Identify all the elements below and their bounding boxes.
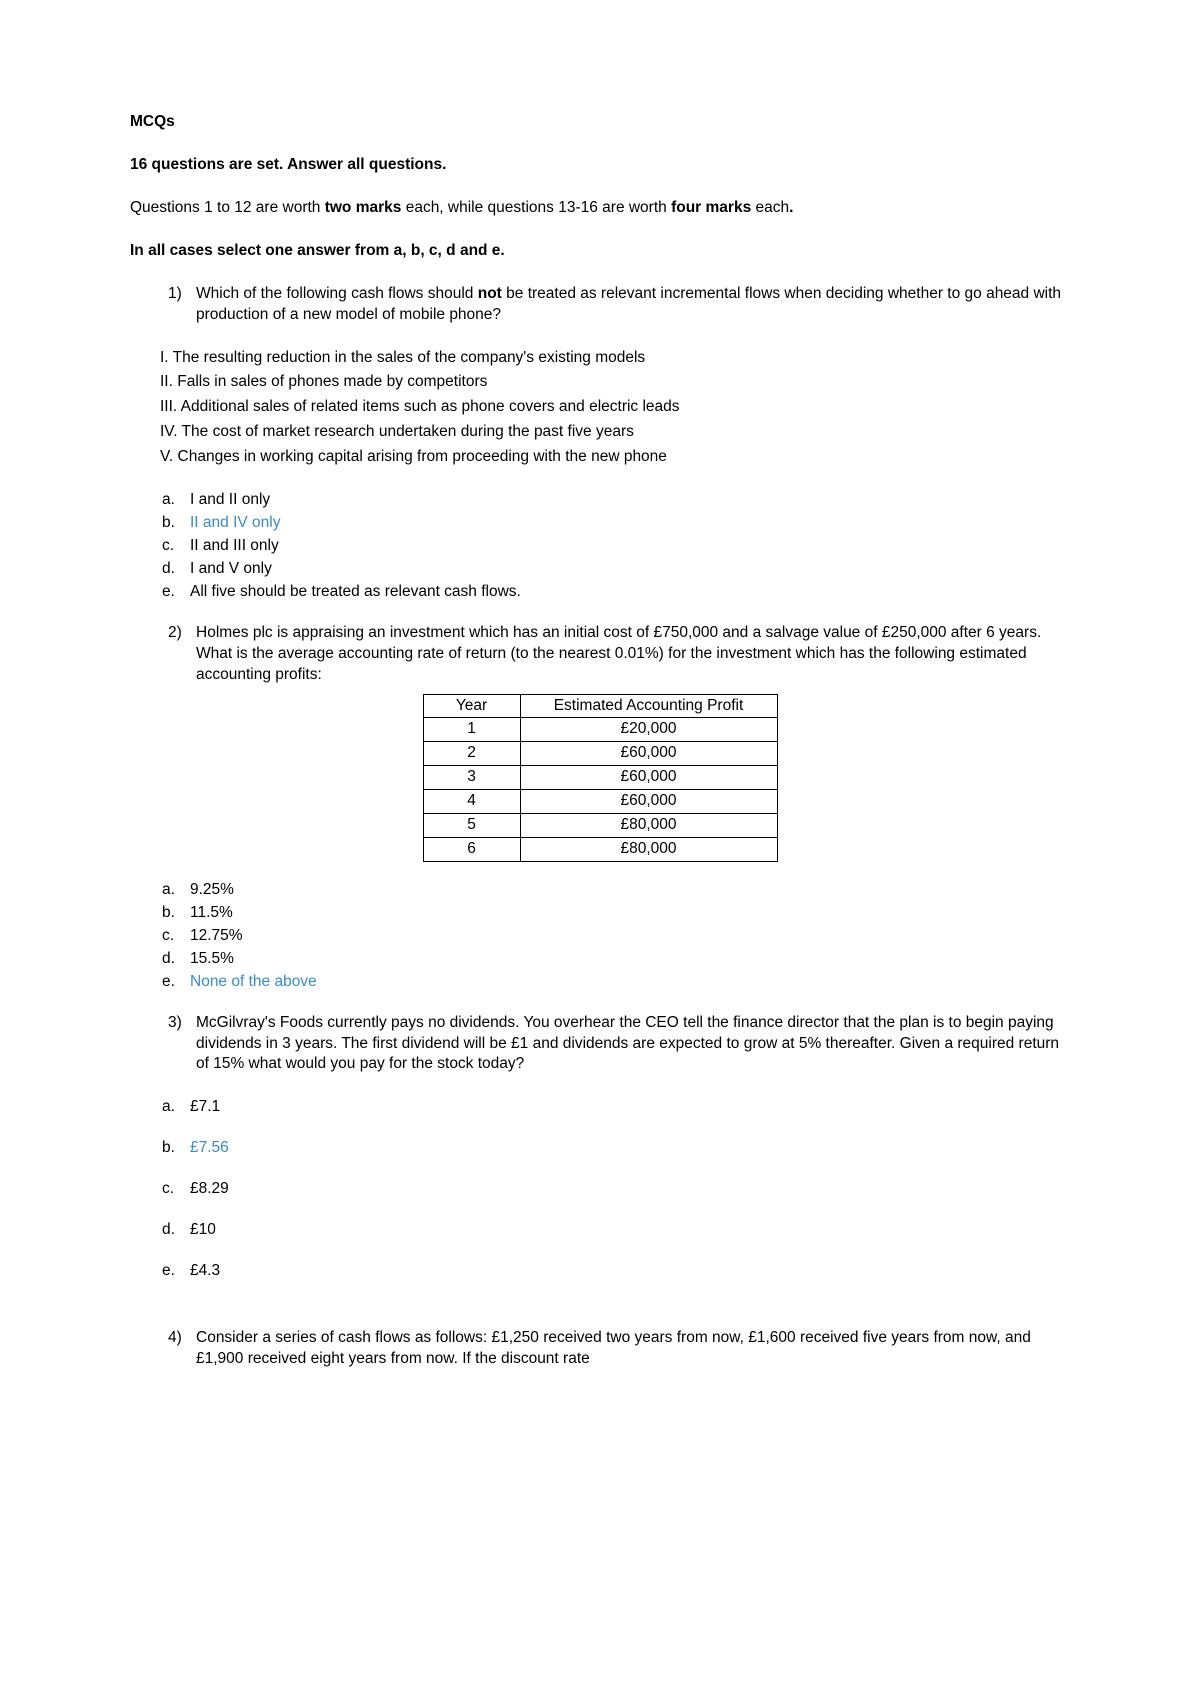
table-row: 2£60,000 bbox=[423, 742, 777, 766]
option-row: c.£8.29 bbox=[162, 1179, 1070, 1200]
cell-year: 6 bbox=[423, 838, 520, 862]
text-bold: not bbox=[478, 285, 502, 302]
question-4: 4) Consider a series of cash flows as fo… bbox=[168, 1328, 1070, 1370]
cell-profit: £60,000 bbox=[520, 790, 777, 814]
text-bold: . bbox=[789, 199, 793, 216]
option-row: e.All five should be treated as relevant… bbox=[162, 582, 1070, 603]
option-row: a.I and II only bbox=[162, 490, 1070, 511]
option-row: d.£10 bbox=[162, 1220, 1070, 1241]
option-text: £4.3 bbox=[190, 1261, 1070, 1282]
option-letter: e. bbox=[162, 1261, 190, 1282]
question-text: Holmes plc is appraising an investment w… bbox=[196, 623, 1070, 686]
instructions-line-1: 16 questions are set. Answer all questio… bbox=[130, 155, 1070, 176]
option-row: b.II and IV only bbox=[162, 513, 1070, 534]
option-text: All five should be treated as relevant c… bbox=[190, 582, 1070, 603]
text-part: each bbox=[751, 199, 789, 216]
cell-year: 4 bbox=[423, 790, 520, 814]
roman-item: III. Additional sales of related items s… bbox=[160, 397, 1070, 418]
table-row: 6£80,000 bbox=[423, 838, 777, 862]
option-row: d.15.5% bbox=[162, 949, 1070, 970]
table-header-row: Year Estimated Accounting Profit bbox=[423, 694, 777, 718]
question-number: 1) bbox=[168, 284, 196, 326]
option-text: 9.25% bbox=[190, 880, 1070, 901]
text-part: Which of the following cash flows should bbox=[196, 285, 478, 302]
option-text: £8.29 bbox=[190, 1179, 1070, 1200]
cell-year: 5 bbox=[423, 814, 520, 838]
cell-year: 1 bbox=[423, 718, 520, 742]
option-row: b.11.5% bbox=[162, 903, 1070, 924]
instructions-line-3: In all cases select one answer from a, b… bbox=[130, 241, 1070, 262]
option-row: c.II and III only bbox=[162, 536, 1070, 557]
option-letter: d. bbox=[162, 559, 190, 580]
text-part: each, while questions 13-16 are worth bbox=[401, 199, 671, 216]
roman-item: II. Falls in sales of phones made by com… bbox=[160, 372, 1070, 393]
option-letter: b. bbox=[162, 903, 190, 924]
text-bold: four marks bbox=[671, 199, 751, 216]
option-row: e.None of the above bbox=[162, 972, 1070, 993]
table-row: 1£20,000 bbox=[423, 718, 777, 742]
question-1: 1) Which of the following cash flows sho… bbox=[168, 284, 1070, 326]
accounting-profit-table: Year Estimated Accounting Profit 1£20,00… bbox=[423, 694, 778, 862]
option-letter: a. bbox=[162, 490, 190, 511]
option-letter: a. bbox=[162, 1097, 190, 1118]
option-row: a.£7.1 bbox=[162, 1097, 1070, 1118]
roman-item: V. Changes in working capital arising fr… bbox=[160, 447, 1070, 468]
option-row: e.£4.3 bbox=[162, 1261, 1070, 1282]
option-letter: e. bbox=[162, 972, 190, 993]
option-text: II and IV only bbox=[190, 513, 1070, 534]
cell-profit: £60,000 bbox=[520, 766, 777, 790]
text-part: Questions 1 to 12 are worth bbox=[130, 199, 325, 216]
page-title: MCQs bbox=[130, 112, 1070, 133]
table-row: 4£60,000 bbox=[423, 790, 777, 814]
text-bold: two marks bbox=[325, 199, 402, 216]
option-row: d.I and V only bbox=[162, 559, 1070, 580]
option-letter: c. bbox=[162, 1179, 190, 1200]
document-page: MCQs 16 questions are set. Answer all qu… bbox=[0, 0, 1200, 1698]
option-letter: a. bbox=[162, 880, 190, 901]
option-text: 11.5% bbox=[190, 903, 1070, 924]
question-text: Which of the following cash flows should… bbox=[196, 284, 1070, 326]
roman-item: IV. The cost of market research undertak… bbox=[160, 422, 1070, 443]
option-text: II and III only bbox=[190, 536, 1070, 557]
option-row: a.9.25% bbox=[162, 880, 1070, 901]
option-text: I and V only bbox=[190, 559, 1070, 580]
question-text: McGilvray's Foods currently pays no divi… bbox=[196, 1013, 1070, 1076]
option-letter: d. bbox=[162, 1220, 190, 1241]
option-row: c.12.75% bbox=[162, 926, 1070, 947]
option-text: £10 bbox=[190, 1220, 1070, 1241]
table-header-profit: Estimated Accounting Profit bbox=[520, 694, 777, 718]
question-3: 3) McGilvray's Foods currently pays no d… bbox=[168, 1013, 1070, 1076]
roman-item: I. The resulting reduction in the sales … bbox=[160, 348, 1070, 369]
table-row: 3£60,000 bbox=[423, 766, 777, 790]
option-text: £7.1 bbox=[190, 1097, 1070, 1118]
cell-year: 2 bbox=[423, 742, 520, 766]
option-row: b.£7.56 bbox=[162, 1138, 1070, 1159]
question-2: 2) Holmes plc is appraising an investmen… bbox=[168, 623, 1070, 686]
instructions-line-2: Questions 1 to 12 are worth two marks ea… bbox=[130, 198, 1070, 219]
table-row: 5£80,000 bbox=[423, 814, 777, 838]
option-letter: b. bbox=[162, 1138, 190, 1159]
question-number: 4) bbox=[168, 1328, 196, 1370]
question-number: 2) bbox=[168, 623, 196, 686]
option-text: 15.5% bbox=[190, 949, 1070, 970]
option-text: I and II only bbox=[190, 490, 1070, 511]
option-letter: e. bbox=[162, 582, 190, 603]
option-letter: c. bbox=[162, 926, 190, 947]
cell-profit: £80,000 bbox=[520, 814, 777, 838]
question-text: Consider a series of cash flows as follo… bbox=[196, 1328, 1070, 1370]
cell-profit: £80,000 bbox=[520, 838, 777, 862]
cell-profit: £20,000 bbox=[520, 718, 777, 742]
table-header-year: Year bbox=[423, 694, 520, 718]
cell-profit: £60,000 bbox=[520, 742, 777, 766]
option-text: None of the above bbox=[190, 972, 1070, 993]
option-letter: c. bbox=[162, 536, 190, 557]
option-letter: b. bbox=[162, 513, 190, 534]
option-letter: d. bbox=[162, 949, 190, 970]
option-text: 12.75% bbox=[190, 926, 1070, 947]
option-text: £7.56 bbox=[190, 1138, 1070, 1159]
cell-year: 3 bbox=[423, 766, 520, 790]
question-number: 3) bbox=[168, 1013, 196, 1076]
